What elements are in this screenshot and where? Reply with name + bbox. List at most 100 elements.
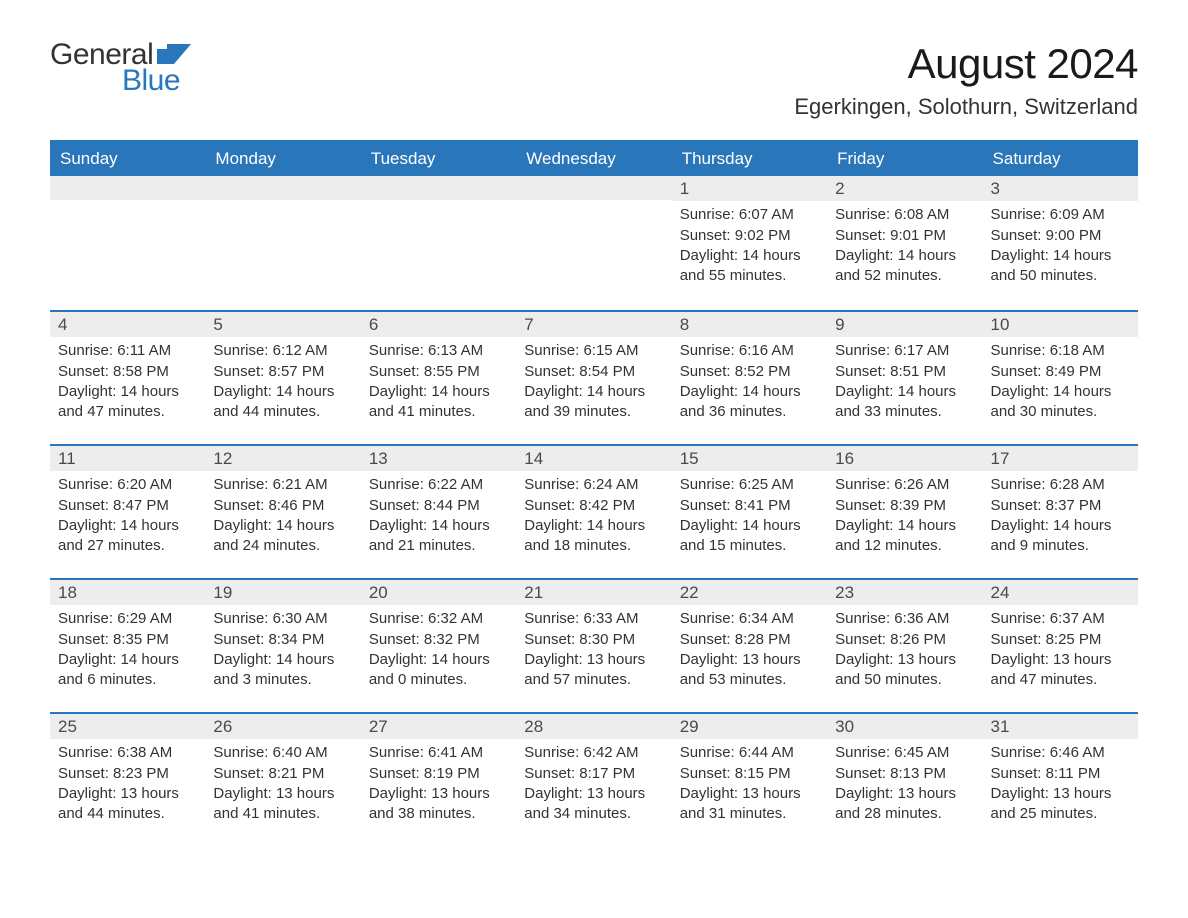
calendar-day-cell: 23Sunrise: 6:36 AMSunset: 8:26 PMDayligh…	[827, 578, 982, 712]
sunrise-text: Sunrise: 6:44 AM	[680, 743, 819, 763]
day-details: Sunrise: 6:16 AMSunset: 8:52 PMDaylight:…	[672, 337, 827, 426]
day-number: 17	[983, 444, 1138, 471]
calendar-day-cell: 10Sunrise: 6:18 AMSunset: 8:49 PMDayligh…	[983, 310, 1138, 444]
daylight-text: Daylight: 14 hours and 55 minutes.	[680, 246, 819, 287]
calendar-week-row: 4Sunrise: 6:11 AMSunset: 8:58 PMDaylight…	[50, 310, 1138, 444]
sunset-text: Sunset: 8:58 PM	[58, 362, 197, 382]
daylight-text: Daylight: 13 hours and 28 minutes.	[835, 784, 974, 825]
sunset-text: Sunset: 8:32 PM	[369, 630, 508, 650]
day-details: Sunrise: 6:32 AMSunset: 8:32 PMDaylight:…	[361, 605, 516, 694]
day-number: 15	[672, 444, 827, 471]
day-number	[205, 176, 360, 200]
calendar-day-cell: 2Sunrise: 6:08 AMSunset: 9:01 PMDaylight…	[827, 176, 982, 310]
calendar-day-cell: 31Sunrise: 6:46 AMSunset: 8:11 PMDayligh…	[983, 712, 1138, 846]
calendar-day-cell: 16Sunrise: 6:26 AMSunset: 8:39 PMDayligh…	[827, 444, 982, 578]
calendar-day-cell: 12Sunrise: 6:21 AMSunset: 8:46 PMDayligh…	[205, 444, 360, 578]
sunset-text: Sunset: 8:35 PM	[58, 630, 197, 650]
day-details: Sunrise: 6:18 AMSunset: 8:49 PMDaylight:…	[983, 337, 1138, 426]
day-number: 22	[672, 578, 827, 605]
day-details: Sunrise: 6:12 AMSunset: 8:57 PMDaylight:…	[205, 337, 360, 426]
daylight-text: Daylight: 14 hours and 3 minutes.	[213, 650, 352, 691]
sunrise-text: Sunrise: 6:42 AM	[524, 743, 663, 763]
sunset-text: Sunset: 8:13 PM	[835, 764, 974, 784]
day-details: Sunrise: 6:17 AMSunset: 8:51 PMDaylight:…	[827, 337, 982, 426]
calendar-day-cell: 18Sunrise: 6:29 AMSunset: 8:35 PMDayligh…	[50, 578, 205, 712]
sunset-text: Sunset: 8:23 PM	[58, 764, 197, 784]
sunrise-text: Sunrise: 6:36 AM	[835, 609, 974, 629]
day-number	[50, 176, 205, 200]
day-details: Sunrise: 6:33 AMSunset: 8:30 PMDaylight:…	[516, 605, 671, 694]
calendar-day-cell: 4Sunrise: 6:11 AMSunset: 8:58 PMDaylight…	[50, 310, 205, 444]
sunset-text: Sunset: 8:34 PM	[213, 630, 352, 650]
sunrise-text: Sunrise: 6:38 AM	[58, 743, 197, 763]
day-number: 9	[827, 310, 982, 337]
sunrise-text: Sunrise: 6:45 AM	[835, 743, 974, 763]
day-number: 4	[50, 310, 205, 337]
weekday-header-row: Sunday Monday Tuesday Wednesday Thursday…	[50, 140, 1138, 176]
daylight-text: Daylight: 14 hours and 24 minutes.	[213, 516, 352, 557]
calendar-day-cell: 20Sunrise: 6:32 AMSunset: 8:32 PMDayligh…	[361, 578, 516, 712]
day-details: Sunrise: 6:37 AMSunset: 8:25 PMDaylight:…	[983, 605, 1138, 694]
daylight-text: Daylight: 14 hours and 36 minutes.	[680, 382, 819, 423]
day-details: Sunrise: 6:09 AMSunset: 9:00 PMDaylight:…	[983, 201, 1138, 290]
daylight-text: Daylight: 13 hours and 41 minutes.	[213, 784, 352, 825]
day-number: 8	[672, 310, 827, 337]
sunrise-text: Sunrise: 6:34 AM	[680, 609, 819, 629]
sunset-text: Sunset: 8:28 PM	[680, 630, 819, 650]
sunrise-text: Sunrise: 6:12 AM	[213, 341, 352, 361]
calendar-day-cell: 7Sunrise: 6:15 AMSunset: 8:54 PMDaylight…	[516, 310, 671, 444]
calendar-day-cell: 29Sunrise: 6:44 AMSunset: 8:15 PMDayligh…	[672, 712, 827, 846]
day-details	[205, 200, 360, 208]
day-number: 26	[205, 712, 360, 739]
sunset-text: Sunset: 8:44 PM	[369, 496, 508, 516]
day-number: 31	[983, 712, 1138, 739]
daylight-text: Daylight: 14 hours and 12 minutes.	[835, 516, 974, 557]
sunset-text: Sunset: 8:39 PM	[835, 496, 974, 516]
brand-blue-text: Blue	[122, 66, 191, 96]
calendar-day-cell: 19Sunrise: 6:30 AMSunset: 8:34 PMDayligh…	[205, 578, 360, 712]
sunset-text: Sunset: 8:21 PM	[213, 764, 352, 784]
calendar-day-cell: 17Sunrise: 6:28 AMSunset: 8:37 PMDayligh…	[983, 444, 1138, 578]
sunset-text: Sunset: 8:19 PM	[369, 764, 508, 784]
sunrise-text: Sunrise: 6:46 AM	[991, 743, 1130, 763]
calendar-day-cell: 1Sunrise: 6:07 AMSunset: 9:02 PMDaylight…	[672, 176, 827, 310]
daylight-text: Daylight: 14 hours and 27 minutes.	[58, 516, 197, 557]
day-details: Sunrise: 6:45 AMSunset: 8:13 PMDaylight:…	[827, 739, 982, 828]
sunrise-text: Sunrise: 6:40 AM	[213, 743, 352, 763]
day-number: 6	[361, 310, 516, 337]
sunset-text: Sunset: 8:49 PM	[991, 362, 1130, 382]
daylight-text: Daylight: 14 hours and 6 minutes.	[58, 650, 197, 691]
sunrise-text: Sunrise: 6:25 AM	[680, 475, 819, 495]
daylight-text: Daylight: 14 hours and 21 minutes.	[369, 516, 508, 557]
day-number: 7	[516, 310, 671, 337]
brand-logo: General Blue	[50, 40, 191, 96]
weekday-header: Friday	[827, 140, 982, 176]
calendar-week-row: 1Sunrise: 6:07 AMSunset: 9:02 PMDaylight…	[50, 176, 1138, 310]
day-details: Sunrise: 6:07 AMSunset: 9:02 PMDaylight:…	[672, 201, 827, 290]
calendar-day-cell: 13Sunrise: 6:22 AMSunset: 8:44 PMDayligh…	[361, 444, 516, 578]
location-text: Egerkingen, Solothurn, Switzerland	[794, 94, 1138, 120]
daylight-text: Daylight: 14 hours and 39 minutes.	[524, 382, 663, 423]
daylight-text: Daylight: 14 hours and 0 minutes.	[369, 650, 508, 691]
day-number: 14	[516, 444, 671, 471]
daylight-text: Daylight: 13 hours and 25 minutes.	[991, 784, 1130, 825]
sunset-text: Sunset: 8:52 PM	[680, 362, 819, 382]
calendar-day-cell: 15Sunrise: 6:25 AMSunset: 8:41 PMDayligh…	[672, 444, 827, 578]
weekday-header: Sunday	[50, 140, 205, 176]
day-details: Sunrise: 6:25 AMSunset: 8:41 PMDaylight:…	[672, 471, 827, 560]
day-details	[516, 200, 671, 208]
daylight-text: Daylight: 13 hours and 31 minutes.	[680, 784, 819, 825]
sunrise-text: Sunrise: 6:16 AM	[680, 341, 819, 361]
daylight-text: Daylight: 13 hours and 38 minutes.	[369, 784, 508, 825]
day-details: Sunrise: 6:20 AMSunset: 8:47 PMDaylight:…	[50, 471, 205, 560]
day-details: Sunrise: 6:28 AMSunset: 8:37 PMDaylight:…	[983, 471, 1138, 560]
weekday-header: Tuesday	[361, 140, 516, 176]
sunset-text: Sunset: 8:42 PM	[524, 496, 663, 516]
day-details: Sunrise: 6:44 AMSunset: 8:15 PMDaylight:…	[672, 739, 827, 828]
day-details: Sunrise: 6:15 AMSunset: 8:54 PMDaylight:…	[516, 337, 671, 426]
day-number: 11	[50, 444, 205, 471]
day-number	[361, 176, 516, 200]
day-number: 10	[983, 310, 1138, 337]
weekday-header: Saturday	[983, 140, 1138, 176]
weekday-header: Monday	[205, 140, 360, 176]
